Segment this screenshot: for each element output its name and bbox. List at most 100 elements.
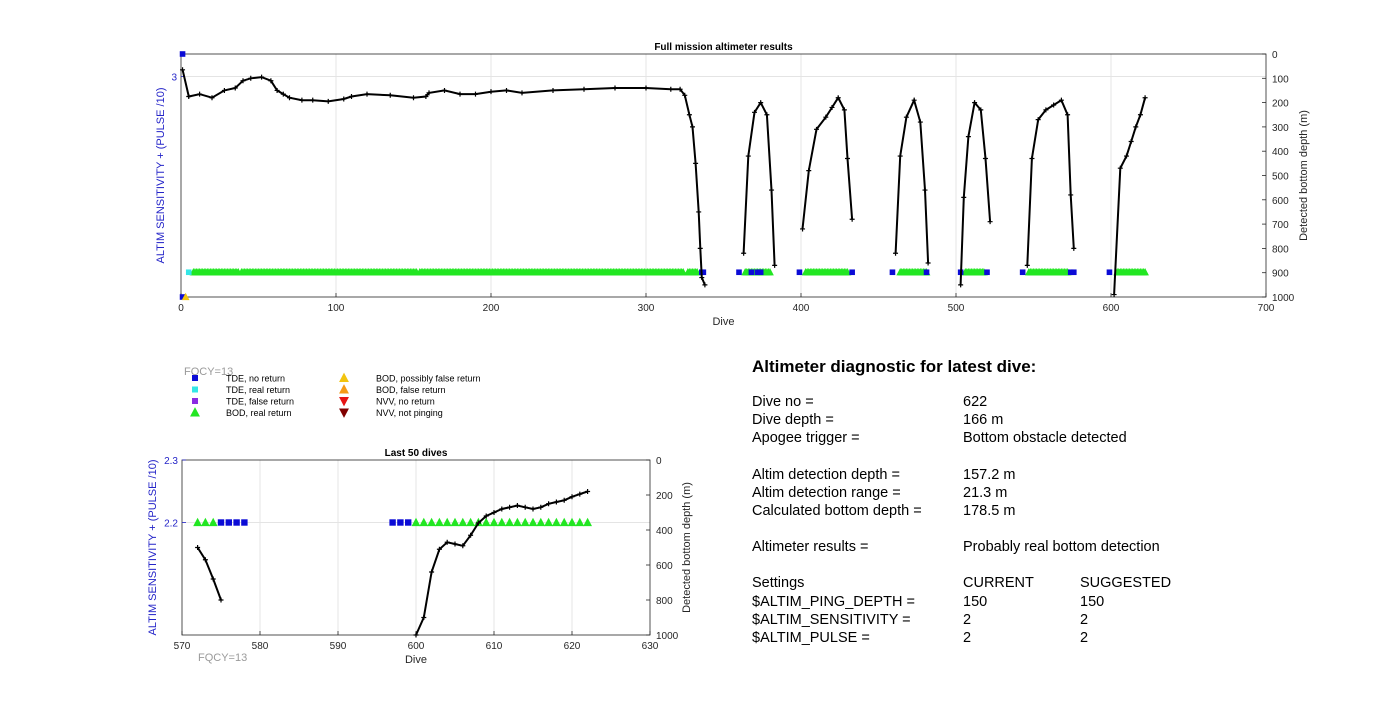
- bottom-depth-point: [569, 494, 575, 500]
- bottom-depth-point: [769, 187, 775, 193]
- bottom-depth-point: [696, 209, 702, 215]
- y-right-tick-label: 100: [1272, 74, 1289, 85]
- bottom-depth-line: [894, 97, 930, 264]
- pulse-label: $ALTIM_PULSE =: [752, 629, 870, 646]
- y-right-tick-label: 1000: [1272, 293, 1295, 304]
- bod-real-return-marker: [450, 517, 460, 527]
- x-tick-label: 400: [793, 303, 810, 314]
- tde-no-return-marker: [179, 294, 186, 300]
- bottom-depth-point: [483, 513, 489, 519]
- bod-real-return-marker: [442, 517, 452, 527]
- bottom-depth-point: [421, 615, 427, 620]
- altim-detection-depth-label: Altim detection depth =: [752, 466, 900, 483]
- bottom-depth-point: [514, 503, 520, 508]
- bod-real-return-marker: [559, 517, 569, 527]
- apogee-row: Apogee trigger = Bottom obstacle detecte…: [752, 429, 1312, 447]
- bottom-depth-point: [922, 187, 928, 193]
- bottom-depth-line: [1113, 97, 1147, 295]
- bottom-depth-point: [550, 87, 556, 93]
- bottom-depth-point: [268, 78, 274, 84]
- altim-detection-range-value: 21.3 m: [963, 484, 1008, 501]
- bod-real-return-marker: [513, 517, 522, 527]
- settings-header-row: Settings CURRENT SUGGESTED: [752, 574, 1312, 592]
- x-tick-label: 600: [408, 641, 425, 652]
- bottom-depth-point: [259, 74, 265, 80]
- bottom-depth-point: [925, 260, 931, 266]
- bod-real-return-marker: [435, 517, 444, 527]
- y-right-tick-label: 200: [656, 491, 673, 502]
- bottom-depth-point: [758, 100, 764, 106]
- bottom-depth-point: [1128, 138, 1134, 144]
- y-right-tick-label: 800: [656, 596, 673, 607]
- apogee-value: Bottom obstacle detected: [963, 430, 1127, 447]
- bottom-depth-point: [341, 96, 347, 102]
- bottom-depth-point: [682, 92, 688, 98]
- legend-marker-square: [192, 375, 198, 381]
- tde-no-return-marker: [984, 269, 990, 276]
- tde-no-return-marker: [233, 519, 240, 526]
- bottom-depth-point: [958, 282, 964, 288]
- legend-marker-triangle-up: [190, 407, 200, 417]
- bottom-depth-point: [752, 109, 757, 115]
- bottom-depth-point: [702, 282, 708, 288]
- bottom-depth-point: [299, 97, 305, 103]
- x-tick-label: 200: [483, 303, 500, 314]
- sensitivity-suggested: 2: [1080, 611, 1089, 628]
- x-tick-label: 600: [1103, 303, 1120, 314]
- tde-no-return-marker: [225, 519, 232, 526]
- dive-depth-value: 166 m: [963, 412, 1004, 429]
- bottom-depth-point: [538, 504, 544, 510]
- bottom-depth-point: [530, 506, 536, 512]
- bottom-depth-point: [1065, 112, 1071, 118]
- ping-depth-label: $ALTIM_PING_DEPTH =: [752, 593, 915, 610]
- bottom-depth-point: [1133, 124, 1139, 130]
- bottom-depth-point: [491, 510, 497, 515]
- dive-depth-row: Dive depth = 166 m: [752, 411, 1312, 429]
- bod-real-return-marker: [458, 517, 468, 527]
- dive-no-value: 622: [963, 394, 988, 410]
- ping-depth-current: 150: [963, 593, 988, 610]
- bod-real-return-marker: [552, 517, 561, 527]
- sensitivity-current: 2: [963, 611, 972, 628]
- legend-marker-triangle-up: [339, 384, 349, 394]
- apogee-label: Apogee trigger =: [752, 430, 860, 447]
- tde-no-return-marker: [700, 269, 707, 276]
- tde-no-return-marker: [179, 51, 186, 57]
- tde-no-return-marker: [241, 519, 248, 526]
- bod-real-return-marker: [544, 517, 553, 527]
- tde-no-return-marker: [1106, 269, 1113, 276]
- bottom-depth-point: [202, 557, 208, 563]
- bottom-depth-point: [978, 107, 984, 113]
- bottom-depth-point: [1071, 245, 1077, 251]
- bottom-depth-point: [982, 155, 988, 161]
- bottom-depth-point: [965, 134, 971, 140]
- x-tick-label: 500: [948, 303, 965, 314]
- altim-detection-depth-row: Altim detection depth = 157.2 m: [752, 466, 1312, 484]
- bottom-depth-point: [903, 114, 909, 120]
- bottom-depth-point: [693, 160, 699, 166]
- legend-label: BOD, real return: [226, 408, 292, 418]
- tde-no-return-marker: [397, 519, 404, 526]
- legend-label: NVV, no return: [376, 397, 435, 407]
- bod-real-return-marker: [208, 517, 218, 527]
- ping-depth-row: $ALTIM_PING_DEPTH = 150 150: [752, 593, 1312, 611]
- sensitivity-label: $ALTIM_SENSITIVITY =: [752, 611, 911, 628]
- bottom-depth-point: [387, 92, 393, 98]
- tde-no-return-marker: [748, 269, 755, 276]
- bottom-depth-line: [742, 100, 776, 266]
- x-tick-label: 570: [174, 641, 191, 652]
- bottom-depth-point: [553, 499, 559, 505]
- bottom-depth-point: [697, 245, 703, 251]
- bottom-depth-point: [197, 91, 203, 97]
- y-left-axis-label: ALTIM SENSITIVITY + (PULSE /10): [147, 460, 159, 636]
- bottom-depth-line: [196, 546, 222, 601]
- bottom-depth-point: [1068, 192, 1074, 198]
- suggested-label: SUGGESTED: [1080, 575, 1172, 592]
- bottom-depth-point: [522, 504, 528, 510]
- bottom-depth-point: [893, 250, 899, 256]
- legend-label: BOD, possibly false return: [376, 374, 481, 384]
- bottom-depth-point: [1051, 102, 1057, 108]
- tde-no-return-marker: [1019, 269, 1026, 276]
- bod-real-return-marker: [419, 517, 429, 527]
- tde-no-return-marker: [757, 269, 764, 276]
